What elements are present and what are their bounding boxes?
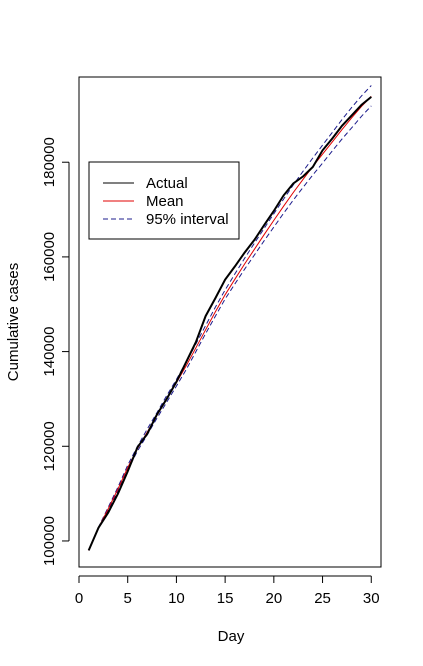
y-tick-label: 120000: [41, 421, 58, 471]
x-tick-label: 10: [168, 590, 185, 607]
x-tick-label: 30: [363, 590, 380, 607]
series-line-2: [88, 85, 372, 551]
y-tick-label: 180000: [41, 137, 58, 187]
x-tick-label: 15: [217, 590, 234, 607]
x-tick-label: 0: [75, 590, 83, 607]
y-tick-label: 100000: [41, 516, 58, 566]
legend-label: 95% interval: [146, 211, 229, 228]
x-tick-label: 20: [265, 590, 282, 607]
y-axis-label: Cumulative cases: [5, 263, 22, 381]
y-tick-label: 160000: [41, 232, 58, 282]
series-line-0: [87, 96, 372, 551]
series-line-3: [88, 105, 372, 551]
plot-frame: [78, 76, 382, 568]
y-tick-label: 140000: [41, 327, 58, 377]
x-axis: 0 5 10 15 20 25 30: [75, 575, 380, 607]
legend-label: Mean: [146, 193, 184, 210]
x-tick-label: 25: [314, 590, 331, 607]
x-axis-label: Day: [218, 628, 245, 645]
series-layer: [87, 85, 372, 551]
legend-label: Actual: [146, 175, 188, 192]
y-axis: 100000 120000 140000 160000 180000: [41, 137, 70, 566]
x-tick-label: 5: [124, 590, 132, 607]
